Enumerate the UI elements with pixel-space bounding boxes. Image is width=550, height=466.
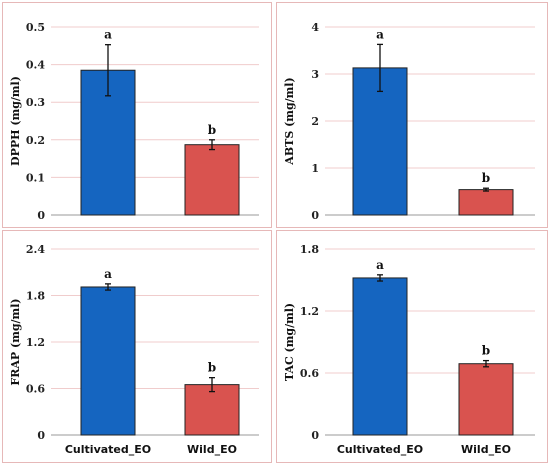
dpph-ytick-label: 0.4 bbox=[26, 59, 45, 72]
panel-dpph: 0 0.1 0.2 0.3 0.4 0.5 DPPH (mg/ml) a b bbox=[2, 2, 272, 228]
tac-ytick-label: 1.8 bbox=[300, 243, 319, 256]
frap-ytick-label: 2.4 bbox=[26, 243, 45, 256]
panel-tac: 0 0.6 1.2 1.8 TAC (mg/ml) a Cultivated_EO b Wild… bbox=[276, 230, 548, 463]
abts-ytick-label: 4 bbox=[311, 21, 319, 34]
panel-abts: 0 1 2 3 4 ABTS (mg/ml) a b bbox=[276, 2, 548, 228]
tac-ytick-label: 1.2 bbox=[300, 305, 319, 318]
abts-ytick-label: 0 bbox=[311, 209, 319, 222]
dpph-significance-letter: b bbox=[208, 123, 216, 137]
dpph-y-axis-label: DPPH (mg/ml) bbox=[9, 76, 22, 166]
tac-significance-letter: b bbox=[482, 344, 490, 358]
frap-ytick-label: 0.6 bbox=[26, 383, 45, 396]
frap-bar-wild bbox=[184, 384, 240, 436]
dpph-bar-wild bbox=[184, 144, 240, 216]
frap-ytick-label: 1.2 bbox=[26, 336, 45, 349]
frap-category-label: Wild_EO bbox=[187, 443, 237, 456]
abts-bar-wild bbox=[458, 189, 514, 216]
abts-chart: 0 1 2 3 4 ABTS (mg/ml) a b bbox=[283, 21, 535, 222]
abts-ytick-label: 1 bbox=[311, 162, 319, 175]
frap-bar-cultivated bbox=[80, 286, 136, 436]
tac-chart: 0 0.6 1.2 1.8 TAC (mg/ml) a Cultivated_EO b Wild… bbox=[283, 243, 535, 456]
tac-y-axis-label: TAC (mg/ml) bbox=[283, 303, 296, 381]
dpph-significance-letter: a bbox=[104, 28, 112, 42]
dpph-ytick-label: 0.2 bbox=[26, 134, 45, 147]
tac-ytick-label: 0 bbox=[311, 429, 319, 442]
frap-significance-letter: a bbox=[104, 267, 112, 281]
dpph-ytick-label: 0 bbox=[37, 209, 45, 222]
tac-bar-cultivated bbox=[352, 277, 408, 436]
dpph-ytick-label: 0.5 bbox=[26, 21, 45, 34]
panel-frap: 0 0.6 1.2 1.8 2.4 FRAP (mg/ml) a Cultivated_EO b… bbox=[2, 230, 272, 463]
frap-ytick-label: 1.8 bbox=[26, 290, 45, 303]
frap-chart: 0 0.6 1.2 1.8 2.4 FRAP (mg/ml) a Cultivated_EO b… bbox=[9, 243, 259, 456]
frap-significance-letter: b bbox=[208, 361, 216, 375]
dpph-ytick-label: 0.1 bbox=[26, 171, 45, 184]
abts-significance-letter: b bbox=[482, 171, 490, 185]
abts-y-axis-label: ABTS (mg/ml) bbox=[283, 77, 296, 165]
dpph-chart: 0 0.1 0.2 0.3 0.4 0.5 DPPH (mg/ml) a b bbox=[9, 21, 259, 222]
frap-category-label: Cultivated_EO bbox=[65, 443, 151, 456]
abts-ytick-label: 2 bbox=[311, 115, 319, 128]
tac-category-label: Cultivated_EO bbox=[337, 443, 423, 456]
tac-category-label: Wild_EO bbox=[461, 443, 511, 456]
dpph-ytick-label: 0.3 bbox=[26, 96, 45, 109]
tac-bar-wild bbox=[458, 363, 514, 436]
frap-y-axis-label: FRAP (mg/ml) bbox=[9, 298, 22, 385]
abts-ytick-label: 3 bbox=[311, 68, 319, 81]
abts-bar-cultivated bbox=[352, 67, 408, 216]
abts-significance-letter: a bbox=[376, 27, 384, 41]
frap-ytick-label: 0 bbox=[37, 429, 45, 442]
tac-ytick-label: 0.6 bbox=[300, 367, 319, 380]
tac-significance-letter: a bbox=[376, 258, 384, 272]
